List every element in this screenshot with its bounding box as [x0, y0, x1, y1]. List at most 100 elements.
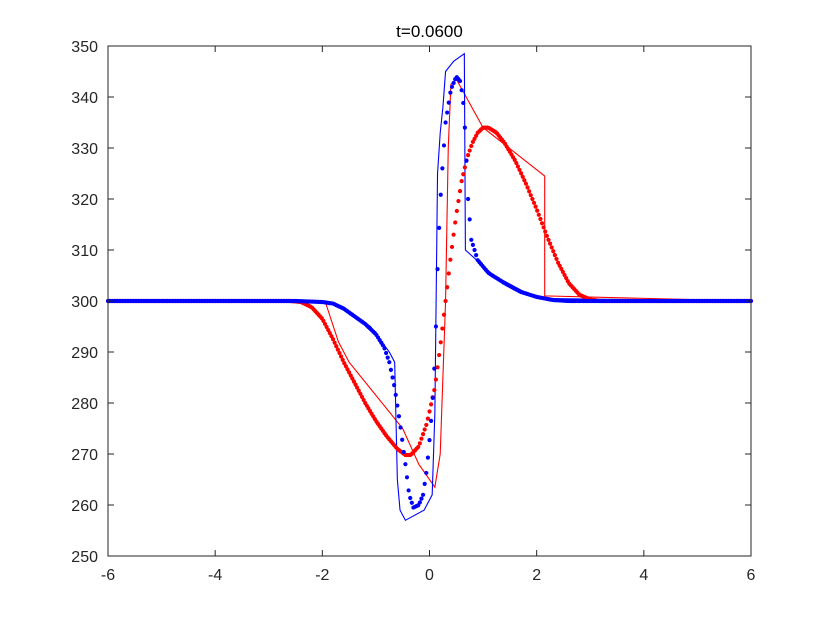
- series-1-point: [469, 237, 474, 242]
- series-1-point: [435, 267, 440, 272]
- series-0-point: [543, 229, 548, 234]
- series-1-point: [465, 196, 471, 202]
- series-0-point: [432, 387, 437, 393]
- series-1-point: [398, 425, 403, 430]
- series-1-point: [432, 366, 437, 371]
- series-0-point: [419, 436, 424, 441]
- series-0-point: [544, 233, 549, 238]
- series-1-point: [461, 100, 466, 106]
- series-0-point: [446, 271, 451, 276]
- y-tick-label: 310: [71, 243, 98, 260]
- series-1-point: [382, 346, 387, 351]
- series-1-markers: [105, 75, 754, 510]
- series-0-point: [523, 181, 529, 186]
- series-1-point: [388, 367, 394, 372]
- series-0-point: [549, 245, 554, 250]
- series-0-point: [551, 249, 556, 254]
- series-0-point: [456, 198, 461, 204]
- series-0-point: [448, 257, 453, 262]
- chart-title: t=0.0600: [396, 22, 463, 41]
- x-tick-label: -2: [315, 567, 329, 584]
- series-0-point: [522, 178, 527, 183]
- series-1-point: [472, 247, 477, 253]
- x-axis: -6 -4 -2 0 2 4 6: [101, 46, 756, 584]
- series-0-point: [454, 208, 459, 214]
- series-1-point: [384, 350, 389, 356]
- x-tick-label: -4: [208, 567, 222, 584]
- y-tick-label: 280: [71, 396, 98, 413]
- series-1-point: [449, 84, 455, 89]
- series-1-point: [464, 158, 469, 163]
- series-0-point: [554, 256, 559, 262]
- series-0-point: [332, 340, 337, 345]
- series-1-point: [409, 500, 414, 505]
- series-1-point: [393, 392, 398, 397]
- series-1-point: [470, 242, 475, 247]
- y-tick-label: 250: [71, 549, 98, 566]
- series-0-point: [514, 160, 519, 166]
- y-tick-label: 330: [71, 141, 98, 158]
- series-0-point: [536, 212, 541, 217]
- series-0-point: [520, 174, 525, 179]
- series-0-point: [427, 409, 432, 414]
- series-1-point: [459, 88, 464, 93]
- series-0-point: [425, 416, 430, 421]
- series-0-point: [465, 153, 471, 158]
- series-0-point: [517, 167, 522, 173]
- series-0-point: [469, 143, 474, 149]
- series-1-point: [424, 470, 429, 476]
- series-1-point: [451, 80, 456, 86]
- series-1-point: [420, 492, 426, 497]
- series-1-point: [441, 143, 447, 148]
- series-1-point: [406, 488, 411, 493]
- series-0-point: [433, 377, 439, 382]
- series-1-point: [387, 360, 392, 365]
- series-0-point: [443, 298, 448, 304]
- series-1-point: [419, 496, 424, 501]
- series-1-point: [404, 475, 410, 480]
- series-0-point: [453, 220, 458, 225]
- series-1-point: [433, 324, 439, 329]
- series-1-point: [422, 481, 427, 486]
- series-0-point: [416, 444, 421, 450]
- series-0-point: [338, 354, 344, 359]
- x-tick-label: 6: [747, 567, 756, 584]
- series-layer: [105, 52, 754, 522]
- series-1-point: [392, 383, 397, 388]
- series-0-point: [512, 157, 517, 162]
- series-0-point: [451, 232, 456, 237]
- series-0-point: [437, 352, 442, 358]
- series-0-point: [335, 347, 340, 352]
- series-0-point: [525, 185, 530, 190]
- series-0-point: [457, 188, 463, 194]
- series-0-point: [515, 164, 521, 169]
- series-1-point: [429, 418, 434, 423]
- series-0-point: [445, 285, 450, 290]
- y-tick-label: 300: [71, 294, 98, 311]
- series-0-point: [530, 196, 535, 202]
- series-1-point: [462, 125, 467, 130]
- series-1-point: [445, 110, 450, 115]
- series-0-point: [535, 208, 540, 213]
- series-0-point: [528, 193, 533, 198]
- y-tick-label: 270: [71, 447, 98, 464]
- series-0-point: [459, 179, 464, 184]
- series-1-point: [385, 355, 390, 360]
- series-0-point: [417, 441, 422, 446]
- y-tick-label: 340: [71, 90, 98, 107]
- series-0-point: [420, 432, 426, 437]
- series-1-point: [443, 120, 448, 125]
- series-0-point: [533, 204, 538, 209]
- series-0-point: [462, 165, 467, 170]
- series-1-point: [427, 438, 432, 443]
- series-1-point: [395, 403, 400, 408]
- series-0-point: [539, 221, 545, 226]
- series-1-point: [380, 343, 385, 348]
- series-0-point: [519, 171, 524, 176]
- x-tick-label: 4: [639, 567, 648, 584]
- series-0-point: [330, 337, 336, 342]
- y-tick-label: 320: [71, 192, 98, 209]
- series-1-point: [446, 100, 451, 105]
- series-0-point: [531, 200, 537, 205]
